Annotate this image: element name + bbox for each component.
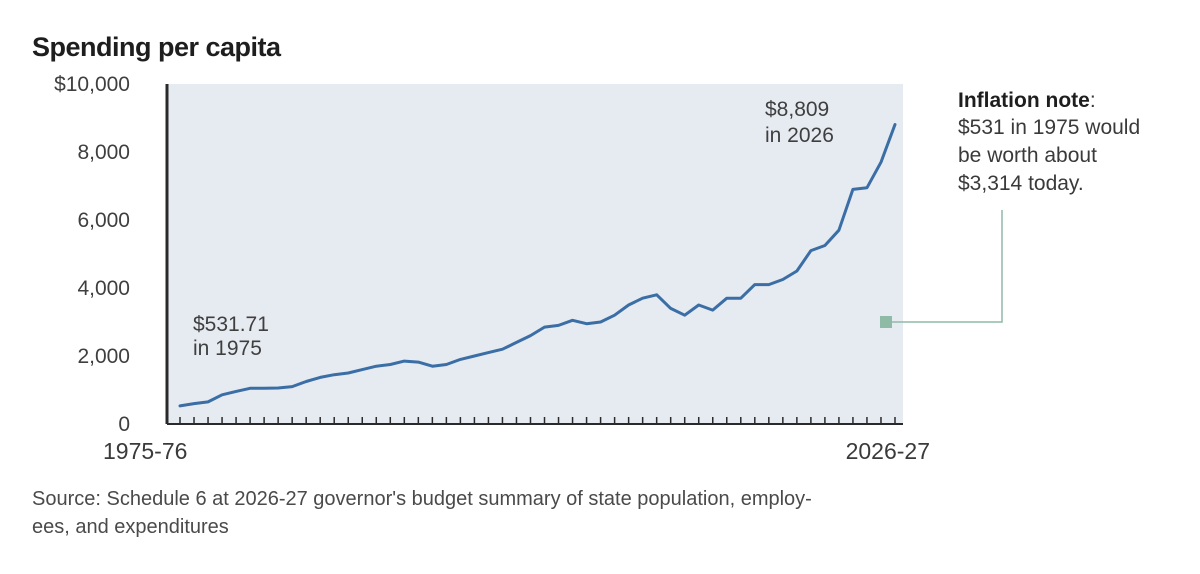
series-line (178, 123, 897, 408)
x-axis-ticks (179, 417, 896, 424)
inflation-note-heading: Inflation note: (958, 89, 1096, 112)
inflation-note-line-3: $3,314 today. (958, 172, 1084, 195)
y-tick-label: 8,000 (77, 141, 130, 164)
source-line-2: ees, and expenditures (32, 516, 229, 538)
y-tick-label: $10,000 (54, 73, 130, 96)
plot-area (167, 84, 903, 424)
inflation-note-line-1: $531 in 1975 would (958, 116, 1140, 139)
x-start-label: 1975-76 (103, 438, 187, 464)
end-year-label: in 2026 (765, 124, 834, 147)
x-end-label: 2026-27 (846, 438, 930, 464)
inflation-connector-line (892, 210, 1003, 323)
y-tick-label: 2,000 (77, 345, 130, 368)
y-tick-label: 0 (118, 413, 130, 436)
inflation-marker (880, 316, 892, 328)
source-line-1: Source: Schedule 6 at 2026-27 governor's… (32, 488, 812, 510)
inflation-note-line-2: be worth about (958, 144, 1097, 167)
chart-title: Spending per capita (32, 32, 282, 62)
y-axis: 0 2,000 4,000 6,000 8,000 $10,000 (54, 73, 130, 436)
start-year-label: in 1975 (193, 337, 262, 360)
end-value-label: $8,809 (765, 98, 829, 121)
start-value-label: $531.71 (193, 313, 269, 336)
y-tick-label: 6,000 (77, 209, 130, 232)
y-tick-label: 4,000 (77, 277, 130, 300)
